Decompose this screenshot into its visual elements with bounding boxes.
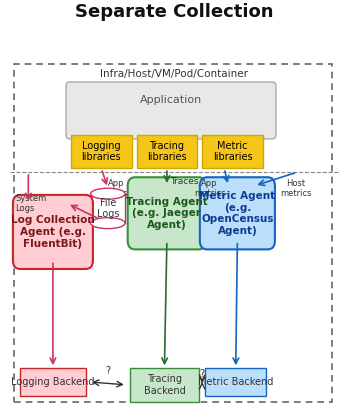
- FancyBboxPatch shape: [202, 135, 263, 168]
- FancyBboxPatch shape: [71, 135, 132, 168]
- Text: Infra/Host/VM/Pod/Container: Infra/Host/VM/Pod/Container: [100, 69, 248, 79]
- Text: Metric Agent
(e.g.
OpenCensus
Agent): Metric Agent (e.g. OpenCensus Agent): [199, 191, 276, 236]
- Text: Logging Backend: Logging Backend: [11, 377, 95, 387]
- FancyBboxPatch shape: [200, 177, 275, 249]
- FancyBboxPatch shape: [14, 64, 332, 402]
- Text: Metric
libraries: Metric libraries: [213, 141, 252, 163]
- Text: ?: ?: [199, 369, 205, 379]
- FancyBboxPatch shape: [128, 177, 206, 249]
- FancyBboxPatch shape: [136, 135, 197, 168]
- Text: Metric Backend: Metric Backend: [198, 377, 273, 387]
- Text: Tracing Agent
(e.g. Jaeger
Agent): Tracing Agent (e.g. Jaeger Agent): [126, 197, 208, 230]
- FancyBboxPatch shape: [13, 195, 93, 269]
- FancyBboxPatch shape: [91, 194, 125, 223]
- Text: Application: Application: [140, 94, 202, 105]
- FancyBboxPatch shape: [130, 368, 199, 402]
- Text: Logging
libraries: Logging libraries: [81, 141, 121, 163]
- FancyBboxPatch shape: [20, 368, 86, 396]
- Text: File
Logs: File Logs: [97, 198, 119, 219]
- Text: ?: ?: [105, 366, 110, 376]
- Ellipse shape: [91, 218, 125, 228]
- Text: App
metrics: App metrics: [194, 179, 225, 198]
- Text: Tracing
libraries: Tracing libraries: [147, 141, 187, 163]
- Text: Traces: Traces: [170, 177, 199, 186]
- FancyBboxPatch shape: [66, 82, 276, 139]
- Ellipse shape: [91, 188, 125, 199]
- FancyBboxPatch shape: [205, 368, 266, 396]
- Text: Tracing
Backend: Tracing Backend: [144, 374, 185, 396]
- Text: System
Logs: System Logs: [15, 194, 46, 213]
- Text: App
Logs: App Logs: [108, 179, 127, 198]
- Text: Host
metrics: Host metrics: [280, 179, 311, 198]
- Title: Separate Collection: Separate Collection: [75, 3, 273, 21]
- Text: Log Collection
Agent (e.g.
FluentBit): Log Collection Agent (e.g. FluentBit): [11, 215, 95, 249]
